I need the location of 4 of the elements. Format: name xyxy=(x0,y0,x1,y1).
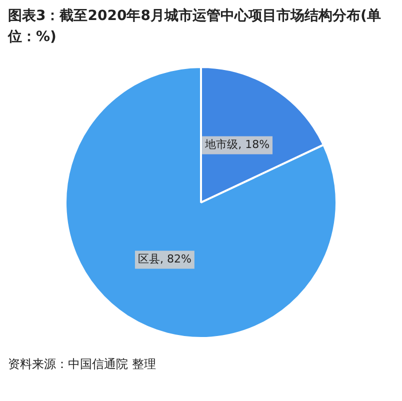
slice-label: 地市级, 18% xyxy=(204,138,270,152)
chart-title: 图表3：截至2020年8月城市运管中心项目市场结构分布(单位：%) xyxy=(8,6,382,47)
slice-label: 区县, 82% xyxy=(138,252,192,266)
text: 资料来源：中国信通院 整理 xyxy=(8,356,156,373)
